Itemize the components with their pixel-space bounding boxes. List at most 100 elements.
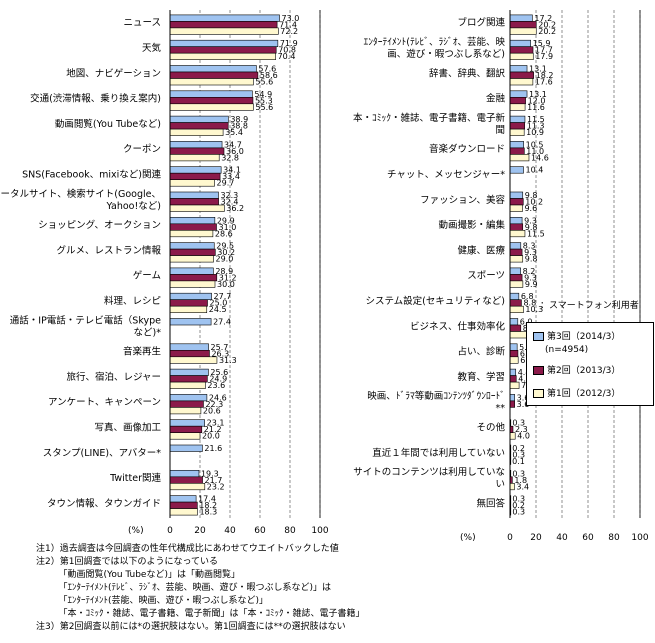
- data-label: 34.1: [223, 166, 241, 175]
- x-tick-label: 80: [608, 533, 620, 543]
- data-label: 20.2: [538, 20, 556, 29]
- bar: [509, 318, 519, 326]
- bar: [509, 78, 534, 86]
- bar: [169, 394, 208, 402]
- data-label: 9.3: [524, 273, 537, 282]
- data-label: 71.4: [279, 20, 297, 29]
- bar: [509, 103, 526, 111]
- data-label: 32.8: [221, 153, 239, 162]
- data-label: 25.0: [210, 299, 228, 308]
- note-2-item-4: 「本・ｺﾐｯｸ・雑誌、電子書籍、電子新聞」は「本・ｺﾐｯｸ・雑誌、電子書籍」: [36, 609, 365, 619]
- category-label: ビジネス、仕事効率化: [410, 320, 506, 332]
- category-label: 無回答: [476, 497, 505, 509]
- bar: [169, 97, 254, 105]
- bar: [169, 27, 279, 35]
- category-label: など)*: [134, 327, 162, 338]
- note-2: 注2）第1回調査では以下のようになっている: [36, 557, 219, 567]
- data-label: 29.0: [216, 255, 234, 264]
- data-label: 11.6: [527, 103, 545, 112]
- category-label: ブログ関連: [457, 17, 505, 29]
- bar: [169, 343, 209, 351]
- legend-item-2013: 第2回（2013/3）: [533, 363, 620, 376]
- bar: [169, 147, 225, 155]
- bar: [169, 469, 200, 478]
- bar: [509, 280, 524, 288]
- data-label: 10.4: [526, 166, 544, 175]
- data-label: 3.6: [517, 393, 530, 402]
- data-label: 17.6: [535, 78, 553, 87]
- bar: [509, 141, 524, 149]
- data-label: 21.7: [205, 476, 223, 485]
- bar: [509, 39, 531, 48]
- category-label: 旅行、宿泊、レジャー: [66, 371, 161, 383]
- bar: [169, 501, 198, 509]
- data-label: 10.9: [526, 128, 544, 137]
- data-label: 32.4: [221, 198, 239, 207]
- category-label: 金融: [486, 93, 506, 105]
- category-label: 写真、画像加工: [94, 421, 161, 433]
- x-tick-label: 80: [284, 526, 296, 536]
- data-label: 3.6: [517, 400, 530, 409]
- bar: [509, 14, 533, 22]
- bar: [509, 223, 524, 231]
- bar: [169, 407, 202, 415]
- data-label: 54.9: [254, 90, 272, 99]
- data-label: 12.0: [528, 96, 546, 105]
- data-label: 28.9: [215, 267, 233, 276]
- data-label: 17.2: [534, 14, 552, 23]
- x-tick-label: 40: [556, 533, 568, 543]
- data-label: 30.0: [217, 280, 235, 289]
- legend-swatch-2013: [533, 366, 544, 375]
- unit-label: (%): [128, 526, 144, 536]
- category-label: 直近１年間では利用していない: [372, 447, 505, 459]
- bar: [509, 21, 537, 29]
- category-label: 動画撮影・編集: [438, 219, 505, 231]
- bar: [169, 242, 215, 250]
- data-label: 31.0: [219, 223, 237, 232]
- category-label: ゲーム: [133, 270, 161, 282]
- bar: [169, 356, 218, 364]
- bar: [169, 90, 253, 98]
- category-label: 聞: [495, 125, 505, 136]
- bar: [169, 419, 205, 427]
- bar: [509, 292, 520, 301]
- data-label: 11.0: [526, 147, 544, 156]
- category-label: ショッピング、オークション: [38, 219, 161, 231]
- legend: 第3回（2014/3） (n=4954) 第2回（2013/3） 第1回（201…: [526, 322, 654, 406]
- bar: [169, 198, 219, 206]
- data-label: 6.8: [521, 292, 534, 301]
- bar: [509, 115, 526, 123]
- category-label: ファッション、美容: [420, 194, 505, 206]
- bar: [169, 217, 216, 225]
- data-label: 24.5: [209, 305, 227, 314]
- data-label: 57.6: [258, 65, 276, 74]
- data-label: 30.2: [217, 248, 235, 257]
- bar: [169, 223, 217, 231]
- bar: [509, 52, 534, 61]
- data-label: 1.8: [514, 476, 527, 485]
- data-label: 0.3: [512, 419, 525, 428]
- bar: [169, 299, 208, 307]
- bar: [509, 154, 530, 162]
- note-1: 注1）過去調査は今回調査の性年代構成比にあわせてウエイトバックした値: [36, 544, 339, 554]
- category-label: **: [496, 403, 506, 414]
- data-label: 25.7: [211, 343, 229, 352]
- data-label: 20.6: [203, 406, 221, 415]
- data-label: 8.8: [523, 299, 536, 308]
- bar: [169, 122, 229, 130]
- bar: [509, 191, 524, 199]
- bar: [169, 71, 259, 79]
- category-label: い: [495, 479, 505, 490]
- bar: [509, 331, 527, 339]
- legend-swatch-2012: [533, 389, 544, 398]
- category-label: 本・ｺﾐｯｸ・雑誌、電子書籍、電子新: [353, 112, 506, 124]
- x-tick-label: 0: [167, 526, 173, 536]
- data-label: 27.4: [213, 318, 231, 327]
- bar: [509, 97, 526, 105]
- category-label: システム設定(セキュリティなど): [365, 295, 505, 307]
- bar: [509, 255, 524, 263]
- data-label: 17.7: [535, 46, 553, 55]
- bar: [169, 39, 279, 48]
- bar: [509, 71, 534, 79]
- bar: [169, 432, 201, 440]
